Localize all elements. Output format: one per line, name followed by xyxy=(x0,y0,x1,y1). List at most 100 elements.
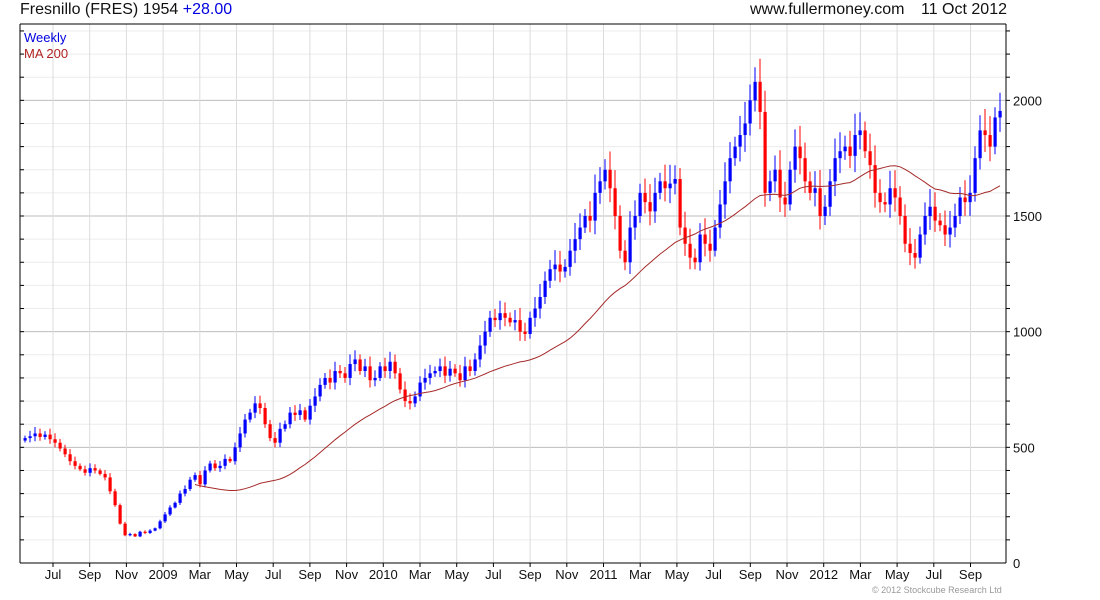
candle-body xyxy=(963,197,967,203)
candle xyxy=(463,356,467,388)
candle-body xyxy=(803,158,807,182)
candle-body xyxy=(573,239,577,251)
site-link[interactable]: www.fullermoney.com xyxy=(750,1,905,18)
candle xyxy=(653,177,657,223)
candle-body xyxy=(353,359,357,365)
candle xyxy=(393,354,397,379)
candle xyxy=(133,533,137,538)
candle-body xyxy=(583,216,587,228)
candle-body xyxy=(853,135,857,156)
candle xyxy=(588,201,592,233)
candle-body xyxy=(433,370,437,374)
candle-body xyxy=(823,206,827,217)
candle xyxy=(893,170,897,212)
candle-body xyxy=(408,401,412,404)
candle-body xyxy=(288,412,292,425)
candle-body xyxy=(98,470,102,474)
candle xyxy=(618,205,622,259)
candle xyxy=(263,402,267,428)
candle xyxy=(253,396,257,419)
x-tick-label: Nov xyxy=(335,567,359,582)
candle xyxy=(258,395,262,415)
x-tick-label: 2010 xyxy=(369,567,398,582)
candle xyxy=(233,442,237,465)
candle-body xyxy=(593,192,597,221)
candle xyxy=(28,430,32,443)
candle-body xyxy=(488,317,492,332)
candle xyxy=(298,403,302,420)
candle-body xyxy=(23,438,27,441)
candle-body xyxy=(403,389,407,402)
x-tick-label: 2009 xyxy=(149,567,178,582)
candle xyxy=(158,519,162,530)
x-tick-label: Jul xyxy=(925,567,942,582)
candle xyxy=(918,226,922,264)
candle-body xyxy=(168,507,172,515)
candle xyxy=(478,335,482,368)
candle xyxy=(488,310,492,337)
candle-body xyxy=(318,384,322,397)
chart-title: Fresnillo (FRES) 1954 +28.00 xyxy=(20,0,232,20)
candle xyxy=(768,170,772,202)
candle xyxy=(548,259,552,288)
candle xyxy=(168,505,172,516)
candle-body xyxy=(153,528,157,531)
candle-body xyxy=(908,243,912,254)
candle xyxy=(923,202,927,245)
candle-body xyxy=(238,433,242,448)
candle-body xyxy=(93,468,97,471)
candle xyxy=(953,203,957,238)
candle xyxy=(443,356,447,384)
candle xyxy=(438,358,442,378)
candle xyxy=(173,501,177,509)
candle-body xyxy=(123,523,127,536)
candle xyxy=(828,169,832,216)
candle-body xyxy=(53,439,57,443)
candle-body xyxy=(918,234,922,258)
candle xyxy=(883,192,887,213)
candle-body xyxy=(528,317,532,334)
candle xyxy=(703,218,707,257)
candle-body xyxy=(623,250,627,263)
candle-body xyxy=(788,169,792,205)
candle xyxy=(48,428,52,444)
candle xyxy=(333,361,337,390)
candle-body xyxy=(293,412,297,415)
candle xyxy=(523,322,527,342)
candle-body xyxy=(538,296,542,309)
candle-body xyxy=(263,408,267,425)
legend-weekly: Weekly xyxy=(24,30,67,45)
x-tick-label: Mar xyxy=(189,567,212,582)
candle-body xyxy=(678,178,682,228)
candle-body xyxy=(373,377,377,381)
candle xyxy=(983,109,987,152)
x-tick-label: Sep xyxy=(78,567,101,582)
candle-body xyxy=(343,373,347,378)
legend-ma: MA 200 xyxy=(24,46,68,61)
candle-body xyxy=(208,463,212,471)
candle xyxy=(988,116,992,162)
candle xyxy=(538,284,542,319)
candle xyxy=(733,136,737,166)
candle-body xyxy=(928,206,932,217)
candle xyxy=(578,213,582,251)
candle-body xyxy=(513,320,517,323)
candle xyxy=(658,172,662,200)
candle xyxy=(363,358,367,377)
candle-body xyxy=(793,146,797,170)
candle xyxy=(33,427,37,442)
candle-body xyxy=(898,197,902,217)
candle xyxy=(103,470,107,481)
candle-body xyxy=(848,146,852,156)
candle-body xyxy=(723,181,727,205)
candle-body xyxy=(73,461,77,466)
x-tick-label: May xyxy=(444,567,469,582)
candle xyxy=(943,210,947,247)
candle xyxy=(638,183,642,223)
candle xyxy=(623,240,627,271)
candle-body xyxy=(88,468,92,473)
candle-body xyxy=(338,370,342,374)
candle-body xyxy=(868,151,872,166)
candle-body xyxy=(938,220,942,226)
candle xyxy=(793,129,797,183)
